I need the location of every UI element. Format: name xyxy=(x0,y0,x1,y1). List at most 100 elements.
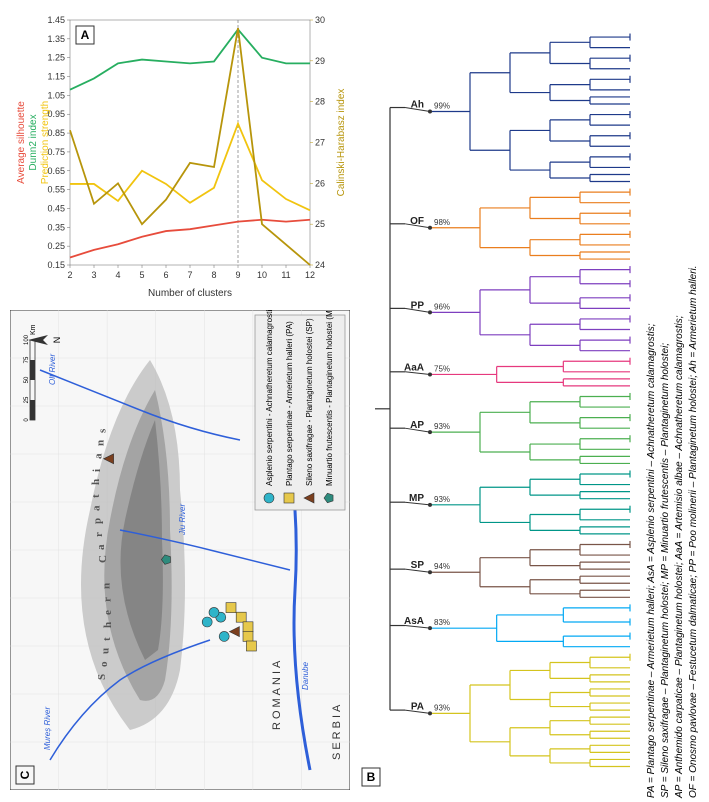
svg-text:28: 28 xyxy=(315,97,325,107)
svg-text:94%: 94% xyxy=(434,562,450,571)
svg-text:C: C xyxy=(97,555,109,563)
svg-text:r: r xyxy=(93,532,105,537)
svg-text:12: 12 xyxy=(305,270,315,280)
svg-text:AP: AP xyxy=(410,420,424,431)
svg-text:Number of clusters: Number of clusters xyxy=(148,288,232,299)
svg-text:S: S xyxy=(96,674,108,680)
svg-text:75%: 75% xyxy=(434,364,450,373)
svg-text:2: 2 xyxy=(67,270,72,280)
panel-c: Mureș River Olt River Jiu River Danube So u t h… xyxy=(10,310,350,790)
svg-text:Prediction strength: Prediction strength xyxy=(40,101,51,184)
svg-text:a: a xyxy=(93,453,105,459)
svg-text:A: A xyxy=(81,28,90,42)
svg-text:4: 4 xyxy=(115,270,120,280)
svg-text:99%: 99% xyxy=(434,101,450,110)
svg-text:C: C xyxy=(18,770,32,779)
svg-text:3: 3 xyxy=(91,270,96,280)
svg-text:o: o xyxy=(98,661,110,667)
svg-text:s: s xyxy=(96,428,108,433)
svg-text:26: 26 xyxy=(315,178,325,188)
svg-text:96%: 96% xyxy=(434,302,450,311)
svg-text:ROMANIA: ROMANIA xyxy=(271,658,283,730)
svg-text:a: a xyxy=(95,544,107,550)
svg-text:0.35: 0.35 xyxy=(47,222,65,232)
caption-line-3: AP = Anthemido carpaticae – Plantaginetu… xyxy=(674,316,685,799)
svg-text:a: a xyxy=(90,505,102,511)
svg-text:Km: Km xyxy=(30,324,37,335)
svg-text:1.05: 1.05 xyxy=(47,90,65,100)
svg-text:0.25: 0.25 xyxy=(47,241,65,251)
svg-text:Sileno saxifragae - Plantagine: Sileno saxifragae - Plantaginetum holost… xyxy=(305,318,314,486)
svg-text:0.15: 0.15 xyxy=(47,260,65,270)
caption-line-1: PA = Plantago serpentinae – Armerietum h… xyxy=(646,323,657,798)
svg-text:Danube: Danube xyxy=(301,661,310,690)
svg-text:Asplenio serpentini - Achnathe: Asplenio serpentini - Achnatheretum cala… xyxy=(265,310,274,486)
caption-block: PA = Plantago serpentinae – Armerietum h… xyxy=(643,100,703,780)
svg-text:Olt River: Olt River xyxy=(48,354,57,385)
svg-text:h: h xyxy=(102,622,114,628)
svg-text:N: N xyxy=(52,337,62,344)
cluster-validity-chart: 0.150.250.350.450.550.650.750.850.951.05… xyxy=(10,10,350,300)
map: Mureș River Olt River Jiu River Danube So u t h… xyxy=(10,310,350,790)
svg-text:93%: 93% xyxy=(434,703,450,712)
panel-a: 0.150.250.350.450.550.650.750.850.951.05… xyxy=(10,10,350,300)
svg-text:1.35: 1.35 xyxy=(47,34,65,44)
svg-text:PP: PP xyxy=(411,300,425,311)
svg-text:r: r xyxy=(101,597,113,602)
svg-text:AsA: AsA xyxy=(404,616,424,627)
svg-text:24: 24 xyxy=(315,260,325,270)
svg-text:1.45: 1.45 xyxy=(47,15,65,25)
svg-text:1.25: 1.25 xyxy=(47,53,65,63)
dendrogram: B 99% Ah 98% OF 96% PP 75% AaA 93% AP 93% MP 94% SP 83%… xyxy=(360,10,640,790)
caption-line-2: SP = Sileno saxifragae – Plantaginetum h… xyxy=(660,343,671,798)
svg-text:e: e xyxy=(102,610,114,615)
svg-text:p: p xyxy=(91,518,103,524)
svg-text:Dunn2 index: Dunn2 index xyxy=(28,114,39,170)
svg-text:PA: PA xyxy=(411,701,424,712)
svg-text:n: n xyxy=(94,440,106,446)
svg-text:B: B xyxy=(367,770,376,784)
svg-text:Jiu River: Jiu River xyxy=(178,504,187,536)
svg-text:27: 27 xyxy=(315,138,325,148)
panel-b: B 99% Ah 98% OF 96% PP 75% AaA 93% AP 93% MP 94% SP 83%… xyxy=(360,10,640,790)
svg-text:30: 30 xyxy=(315,15,325,25)
svg-text:AaA: AaA xyxy=(404,362,424,373)
svg-text:n: n xyxy=(100,583,112,589)
svg-text:Plantago serpentinae - Armerie: Plantago serpentinae - Armerietum haller… xyxy=(285,321,294,486)
svg-text:29: 29 xyxy=(315,56,325,66)
svg-text:93%: 93% xyxy=(434,495,450,504)
caption-text: PA = Plantago serpentinae – Armerietum h… xyxy=(645,118,701,798)
svg-text:0.55: 0.55 xyxy=(47,185,65,195)
svg-text:11: 11 xyxy=(281,270,290,280)
svg-text:75: 75 xyxy=(24,356,30,363)
svg-text:h: h xyxy=(90,479,102,485)
svg-text:1.15: 1.15 xyxy=(47,72,65,82)
svg-text:9: 9 xyxy=(235,270,240,280)
svg-text:0.45: 0.45 xyxy=(47,203,65,213)
svg-text:25: 25 xyxy=(315,219,325,229)
svg-text:Ah: Ah xyxy=(411,99,424,110)
svg-text:8: 8 xyxy=(211,270,216,280)
svg-text:MP: MP xyxy=(409,493,424,504)
svg-text:Calinski-Harabasz index: Calinski-Harabasz index xyxy=(336,89,347,197)
svg-text:Mureș River: Mureș River xyxy=(43,707,52,750)
svg-text:50: 50 xyxy=(24,376,30,383)
svg-text:25: 25 xyxy=(24,396,30,403)
svg-text:5: 5 xyxy=(139,270,144,280)
svg-text:SP: SP xyxy=(411,560,425,571)
svg-text:98%: 98% xyxy=(434,218,450,227)
svg-text:6: 6 xyxy=(163,270,168,280)
svg-text:OF: OF xyxy=(410,216,424,227)
svg-text:7: 7 xyxy=(187,270,192,280)
svg-text:u: u xyxy=(100,648,112,654)
svg-text:SERBIA: SERBIA xyxy=(331,702,343,760)
svg-text:i: i xyxy=(91,469,103,472)
svg-text:10: 10 xyxy=(257,270,267,280)
svg-text:93%: 93% xyxy=(434,422,450,431)
svg-text:Average silhouette: Average silhouette xyxy=(16,101,27,184)
svg-text:Minuartio frutescentis - Plant: Minuartio frutescentis - Plantaginetum h… xyxy=(325,310,334,486)
svg-text:t: t xyxy=(90,494,102,498)
caption-line-4: OF = Onosmo pavlovae – Festucetum dalmat… xyxy=(688,265,699,798)
svg-text:t: t xyxy=(101,637,113,641)
svg-text:83%: 83% xyxy=(434,618,450,627)
